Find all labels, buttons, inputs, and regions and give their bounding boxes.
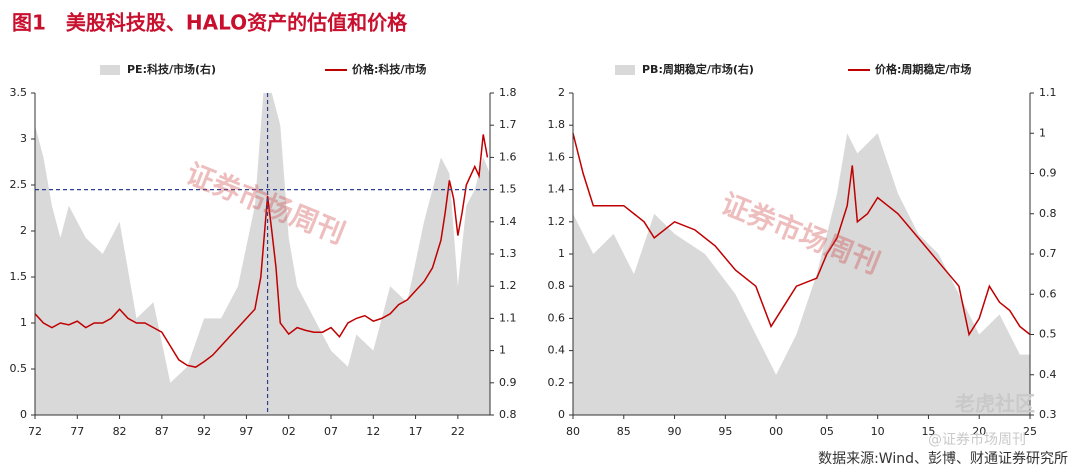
y-tick-label: 0 [20, 408, 27, 421]
x-tick-label: 20 [972, 425, 986, 438]
y2-tick-label: 0.9 [1039, 167, 1057, 180]
y-tick-label: 2 [20, 224, 27, 237]
y2-tick-label: 0.6 [1039, 287, 1057, 300]
x-tick-label: 12 [366, 425, 380, 438]
figure-title: 图1 美股科技股、HALO资产的估值和价格 [12, 11, 408, 35]
x-tick-label: 22 [451, 425, 465, 438]
y2-tick-label: 0.7 [1039, 247, 1057, 260]
legend-label: 价格:科技/市场 [352, 62, 426, 76]
y-tick-label: 1.2 [548, 215, 566, 228]
x-tick-label: 95 [718, 425, 732, 438]
legend-label: 价格:周期稳定/市场 [875, 62, 971, 76]
y-tick-label: 0 [558, 408, 565, 421]
x-tick-label: 15 [921, 425, 935, 438]
x-tick-label: 80 [566, 425, 580, 438]
x-tick-label: 07 [324, 425, 338, 438]
y2-tick-label: 1 [1039, 126, 1046, 139]
y2-tick-label: 1 [499, 344, 506, 357]
y2-tick-label: 0.9 [499, 376, 517, 389]
x-tick-label: 02 [282, 425, 296, 438]
x-tick-label: 05 [820, 425, 834, 438]
line [572, 133, 1031, 337]
y2-tick-label: 0.3 [1039, 408, 1057, 421]
legend-swatch [100, 65, 120, 75]
y-tick-label: 1.4 [548, 183, 566, 196]
y2-tick-label: 1.1 [1039, 86, 1057, 99]
y2-tick-label: 0.4 [1039, 368, 1057, 381]
x-tick-label: 82 [113, 425, 127, 438]
x-tick-label: 92 [197, 425, 211, 438]
y2-tick-label: 1.3 [499, 247, 517, 260]
x-tick-label: 25 [1023, 425, 1037, 438]
y2-tick-label: 1.5 [499, 183, 517, 196]
y-tick-label: 3 [20, 132, 27, 145]
x-tick-label: 00 [769, 425, 783, 438]
y-tick-label: 0.2 [548, 376, 566, 389]
y-tick-label: 0.4 [548, 344, 566, 357]
line [34, 134, 489, 368]
x-tick-label: 97 [239, 425, 253, 438]
x-tick-label: 77 [70, 425, 84, 438]
legend-label: PB:周期稳定/市场(右) [642, 62, 754, 76]
y-tick-label: 0.5 [10, 362, 28, 375]
y2-tick-label: 0.8 [1039, 207, 1057, 220]
handle: @证券市场周刊 [928, 431, 1026, 448]
y2-tick-label: 1.4 [499, 215, 517, 228]
y2-tick-label: 1.6 [499, 150, 517, 163]
y2-tick-label: 0.8 [499, 408, 517, 421]
x-tick-label: 90 [668, 425, 682, 438]
y2-tick-label: 1.7 [499, 118, 517, 131]
y2-tick-label: 1.1 [499, 311, 517, 324]
legend-label: PE:科技/市场(右) [127, 62, 216, 76]
y-tick-label: 0.8 [548, 279, 566, 292]
y2-tick-label: 1.2 [499, 279, 517, 292]
y-tick-label: 1.8 [548, 118, 566, 131]
area [573, 133, 1030, 415]
x-tick-label: 87 [155, 425, 169, 438]
x-tick-label: 10 [871, 425, 885, 438]
y2-tick-label: 0.5 [1039, 328, 1057, 341]
y-tick-label: 0.6 [548, 311, 566, 324]
x-tick-label: 17 [409, 425, 423, 438]
y-tick-label: 1.5 [10, 270, 28, 283]
y-tick-label: 2.5 [10, 178, 28, 191]
y2-tick-label: 1.8 [499, 86, 517, 99]
y-tick-label: 3.5 [10, 86, 28, 99]
x-tick-label: 85 [617, 425, 631, 438]
source-note: 数据来源:Wind、彭博、财通证券研究所 [818, 450, 1068, 467]
y-tick-label: 2 [558, 86, 565, 99]
y-tick-label: 1 [20, 316, 27, 329]
logo: 老虎社区 [955, 392, 1035, 416]
y-tick-label: 1 [558, 247, 565, 260]
x-tick-label: 72 [28, 425, 42, 438]
y-tick-label: 1.6 [548, 150, 566, 163]
legend-swatch [615, 65, 635, 75]
